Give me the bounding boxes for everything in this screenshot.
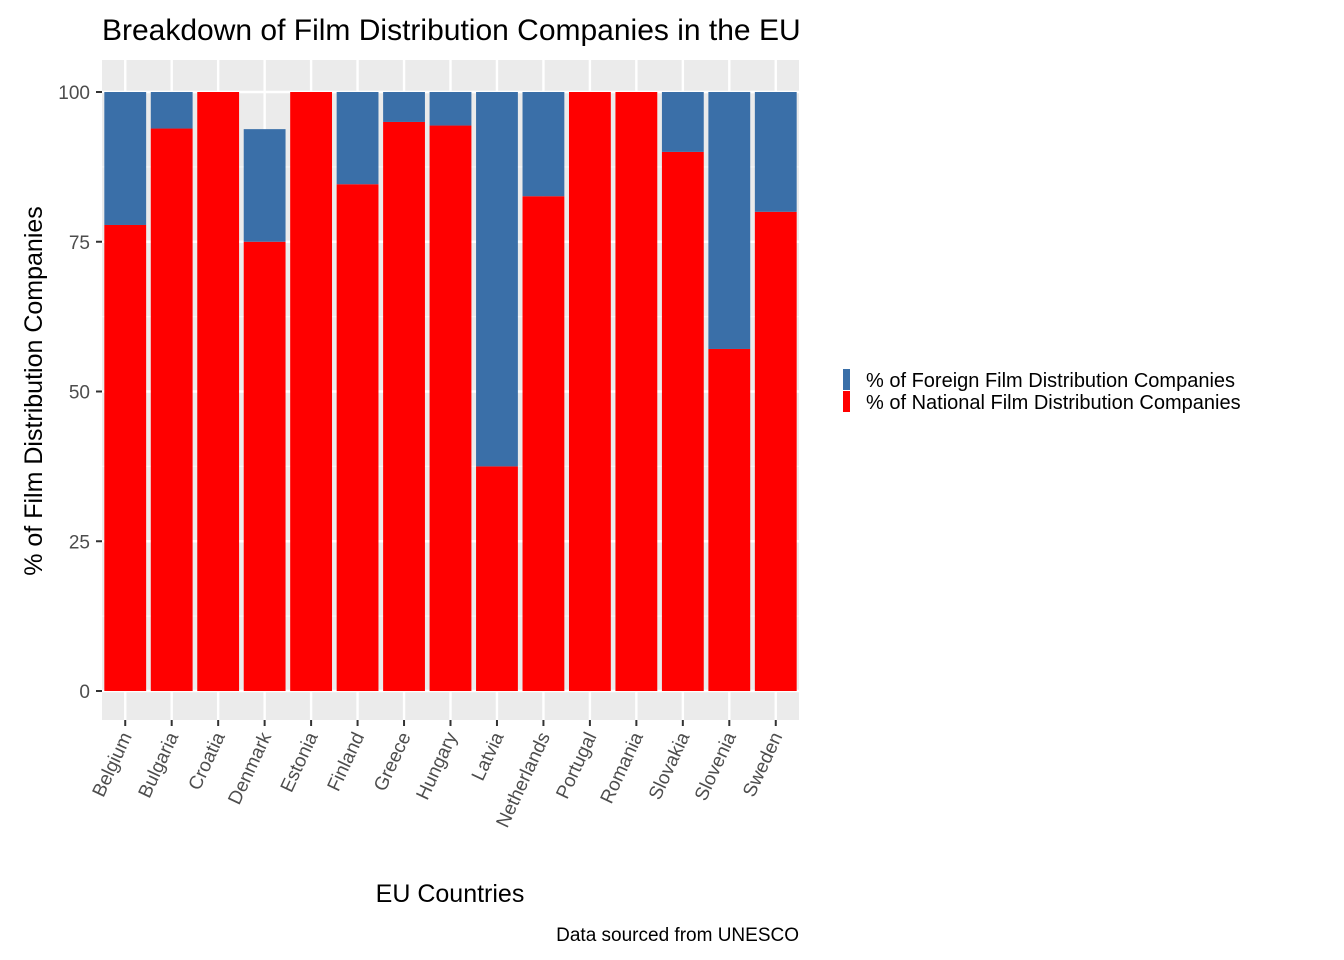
x-tick-label: Sweden — [739, 729, 787, 800]
y-tick-label: 0 — [79, 682, 90, 703]
bar-segment — [243, 241, 286, 691]
y-axis: 0 25 50 75 100 — [58, 83, 102, 703]
x-tick-label: Latvia — [468, 729, 509, 784]
bar-segment — [150, 92, 193, 129]
x-tick-label: Belgium — [89, 729, 137, 800]
x-tick-label: Greece — [370, 729, 415, 794]
bar-segment — [754, 92, 797, 212]
x-tick-label: Bulgaria — [135, 729, 184, 801]
legend-label: % of National Film Distribution Companie… — [866, 392, 1241, 414]
bar-segment — [336, 184, 379, 691]
x-tick-label: Romania — [597, 729, 648, 807]
bar-segment — [383, 121, 425, 691]
bar-segment — [104, 92, 147, 225]
chart-title: Breakdown of Film Distribution Companies… — [102, 14, 801, 47]
x-tick-label: Slovakia — [645, 729, 695, 803]
bar-segment — [568, 92, 611, 691]
bar-segment — [522, 92, 565, 197]
bar-segment — [336, 92, 379, 185]
bar-segment — [708, 92, 751, 349]
bar-segment — [429, 92, 472, 126]
bar-segment — [290, 92, 333, 691]
x-tick-label: Portugal — [552, 729, 601, 802]
legend-label: % of Foreign Film Distribution Companies — [866, 370, 1235, 392]
bar-segment — [476, 92, 518, 467]
bar-segment — [476, 466, 518, 691]
bar-segment — [104, 224, 147, 691]
bar-segment — [708, 348, 751, 691]
x-tick-label: Hungary — [413, 729, 463, 803]
bar-segment — [661, 92, 704, 152]
bar-segment — [243, 129, 286, 242]
bars — [104, 92, 797, 692]
x-tick-label: Denmark — [225, 729, 277, 808]
legend-key — [843, 391, 850, 412]
x-tick-label: Estonia — [277, 729, 323, 796]
bar-segment — [150, 128, 193, 691]
bar-segment — [615, 92, 658, 691]
x-axis-title: EU Countries — [376, 880, 525, 908]
bar-segment — [429, 125, 472, 691]
legend-key — [843, 369, 850, 390]
x-tick-label: Croatia — [185, 729, 230, 794]
y-tick-label: 25 — [69, 532, 90, 553]
legend: % of Foreign Film Distribution Companies… — [843, 369, 1241, 414]
bar-segment — [522, 196, 565, 691]
bar-segment — [197, 92, 240, 691]
x-tick-label: Finland — [324, 729, 369, 794]
y-tick-label: 100 — [58, 83, 90, 104]
bar-segment — [661, 151, 704, 691]
x-tick-label: Slovenia — [691, 729, 741, 804]
y-axis-title: % of Film Distribution Companies — [20, 206, 48, 576]
caption: Data sourced from UNESCO — [556, 925, 799, 946]
y-tick-label: 75 — [69, 233, 90, 254]
bar-segment — [383, 92, 425, 122]
bar-segment — [754, 211, 797, 692]
y-tick-label: 50 — [69, 383, 90, 404]
